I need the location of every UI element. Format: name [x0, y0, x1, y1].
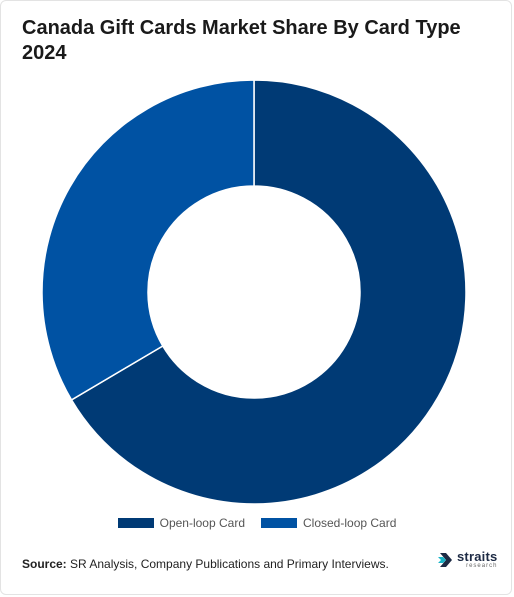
- source-label: Source:: [22, 557, 67, 571]
- chart-title: Canada Gift Cards Market Share By Card T…: [22, 17, 461, 64]
- logo-subword: research: [466, 563, 498, 569]
- legend-item-closed-loop[interactable]: Closed-loop Card: [261, 516, 396, 530]
- source-note: Source: SR Analysis, Company Publication…: [22, 557, 389, 571]
- slice-open-loop-card[interactable]: [70, 79, 467, 505]
- straits-arrow-icon: [438, 552, 452, 567]
- straits-logo: straits research: [438, 550, 497, 569]
- legend-swatch: [117, 518, 154, 528]
- slice-closed-loop-card[interactable]: [41, 79, 255, 401]
- logo-word: straits: [457, 549, 498, 564]
- source-text: SR Analysis, Company Publications and Pr…: [66, 557, 389, 571]
- legend-item-open-loop[interactable]: Open-loop Card: [117, 516, 245, 530]
- legend-label: Open-loop Card: [159, 516, 245, 530]
- legend-swatch: [261, 518, 297, 528]
- chart-legend: Open-loop Card Closed-loop Card: [0, 516, 514, 530]
- legend-label: Closed-loop Card: [303, 516, 397, 530]
